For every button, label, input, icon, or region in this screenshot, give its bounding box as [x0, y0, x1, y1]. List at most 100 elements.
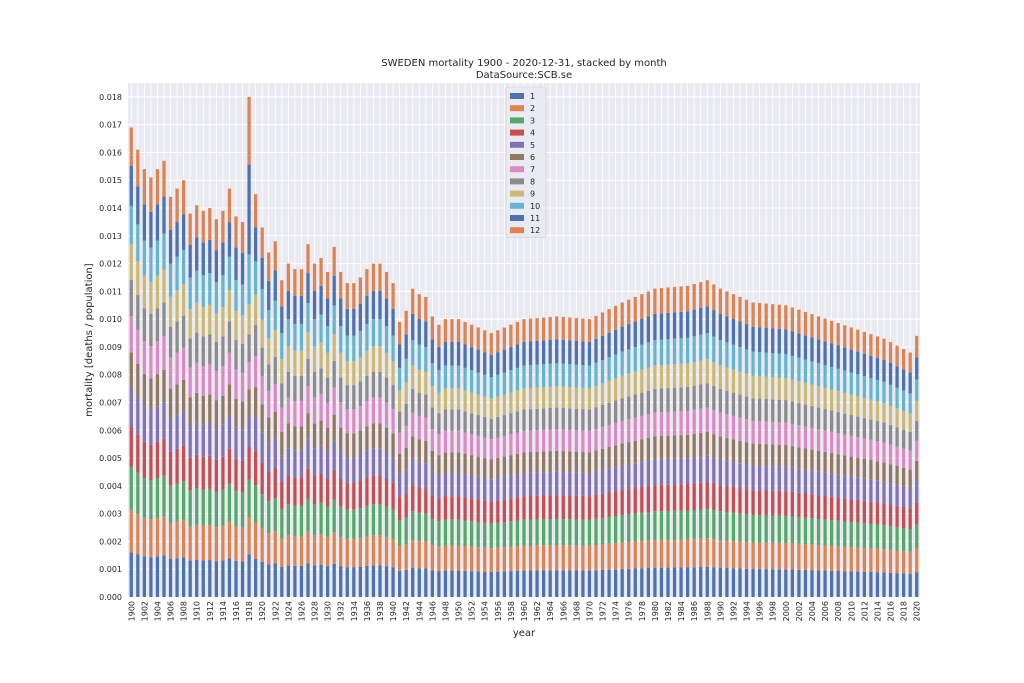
bar-segment: [280, 566, 284, 597]
bar-segment: [777, 515, 781, 543]
bar-segment: [293, 269, 297, 297]
bar-segment: [299, 505, 304, 537]
bar-segment: [699, 432, 703, 457]
legend-label: 2: [530, 104, 535, 113]
bar-segment: [528, 451, 533, 473]
bar-segment: [882, 503, 886, 526]
bar-segment: [312, 319, 317, 347]
bar-segment: [319, 285, 323, 315]
bar-segment: [273, 563, 277, 597]
x-tick-label: 1910: [193, 601, 202, 621]
bar-segment: [895, 366, 899, 388]
bar-segment: [254, 356, 258, 388]
bar-segment: [600, 544, 605, 570]
bar-segment: [528, 519, 533, 546]
bar-segment: [378, 371, 382, 398]
bar-segment: [686, 434, 690, 459]
bar-segment: [902, 410, 906, 430]
bar-segment: [391, 538, 395, 568]
bar-segment: [398, 520, 402, 547]
bar-segment: [555, 386, 559, 408]
bar-segment: [332, 275, 336, 306]
x-tick-label: 1906: [167, 601, 176, 621]
bar-segment: [515, 497, 520, 521]
legend-swatch: [510, 227, 524, 234]
bar-segment: [424, 513, 428, 542]
bar-segment: [332, 440, 336, 470]
bar-segment: [862, 331, 866, 354]
bar-segment: [561, 451, 565, 473]
bar-segment: [771, 421, 775, 445]
bar-segment: [267, 280, 271, 311]
bar-segment: [816, 518, 821, 546]
bar-segment: [398, 474, 402, 498]
bar-segment: [908, 469, 912, 488]
bar-segment: [856, 477, 860, 500]
bar-segment: [738, 513, 742, 542]
bar-segment: [522, 365, 526, 389]
bar-segment: [594, 407, 598, 429]
bar-segment: [260, 289, 264, 320]
bar-segment: [437, 475, 441, 499]
bar-segment: [535, 318, 539, 341]
bar-segment: [699, 482, 703, 510]
bar-segment: [470, 546, 474, 572]
bar-segment: [738, 488, 742, 514]
bar-segment: [568, 317, 572, 341]
bar-segment: [836, 520, 840, 547]
bar-segment: [332, 499, 336, 533]
bar-segment: [712, 567, 716, 597]
bar-segment: [476, 327, 480, 350]
bar-segment: [443, 430, 448, 453]
bar-segment: [267, 417, 271, 444]
bar-segment: [201, 395, 205, 425]
bar-segment: [718, 511, 722, 540]
bar-segment: [240, 429, 245, 461]
bar-segment: [633, 568, 637, 597]
bar-segment: [384, 352, 389, 378]
bar-segment: [267, 338, 271, 365]
bar-segment: [136, 224, 140, 262]
bar-segment: [712, 510, 716, 540]
bar-segment: [365, 269, 369, 297]
bar-segment: [371, 346, 376, 372]
bar-segment: [247, 96, 251, 165]
bar-segment: [378, 397, 382, 424]
bar-segment: [836, 497, 840, 521]
bar-segment: [627, 514, 631, 543]
bar-segment: [607, 424, 611, 448]
bar-segment: [476, 456, 480, 477]
bar-segment: [306, 303, 310, 333]
legend-label: 10: [530, 202, 540, 211]
bar-segment: [234, 398, 238, 428]
y-tick-label: 0.008: [99, 371, 122, 380]
bar-segment: [280, 306, 284, 334]
bar-segment: [849, 476, 853, 500]
bar-segment: [561, 316, 565, 340]
bar-segment: [751, 420, 755, 444]
bar-segment: [489, 501, 493, 524]
bar-segment: [679, 539, 683, 568]
bar-segment: [182, 557, 186, 597]
bar-segment: [240, 561, 245, 597]
bar-segment: [273, 467, 277, 499]
x-tick-label: 1934: [350, 601, 359, 621]
bar-segment: [561, 386, 565, 408]
bar-segment: [168, 558, 173, 597]
x-tick-label: 1904: [153, 601, 162, 621]
bar-segment: [450, 365, 454, 389]
bar-segment: [188, 397, 192, 426]
bar-segment: [182, 445, 186, 482]
bar-segment: [869, 460, 873, 480]
bar-segment: [875, 379, 880, 402]
bar-segment: [136, 149, 140, 187]
bar-segment: [280, 538, 284, 567]
bar-segment: [345, 509, 349, 539]
x-tick-label: 1972: [599, 601, 608, 621]
bar-segment: [620, 542, 624, 570]
bar-segment: [306, 563, 310, 597]
bar-segment: [849, 415, 853, 436]
bar-segment: [895, 484, 899, 506]
bar-segment: [771, 490, 775, 516]
bar-segment: [764, 466, 768, 491]
